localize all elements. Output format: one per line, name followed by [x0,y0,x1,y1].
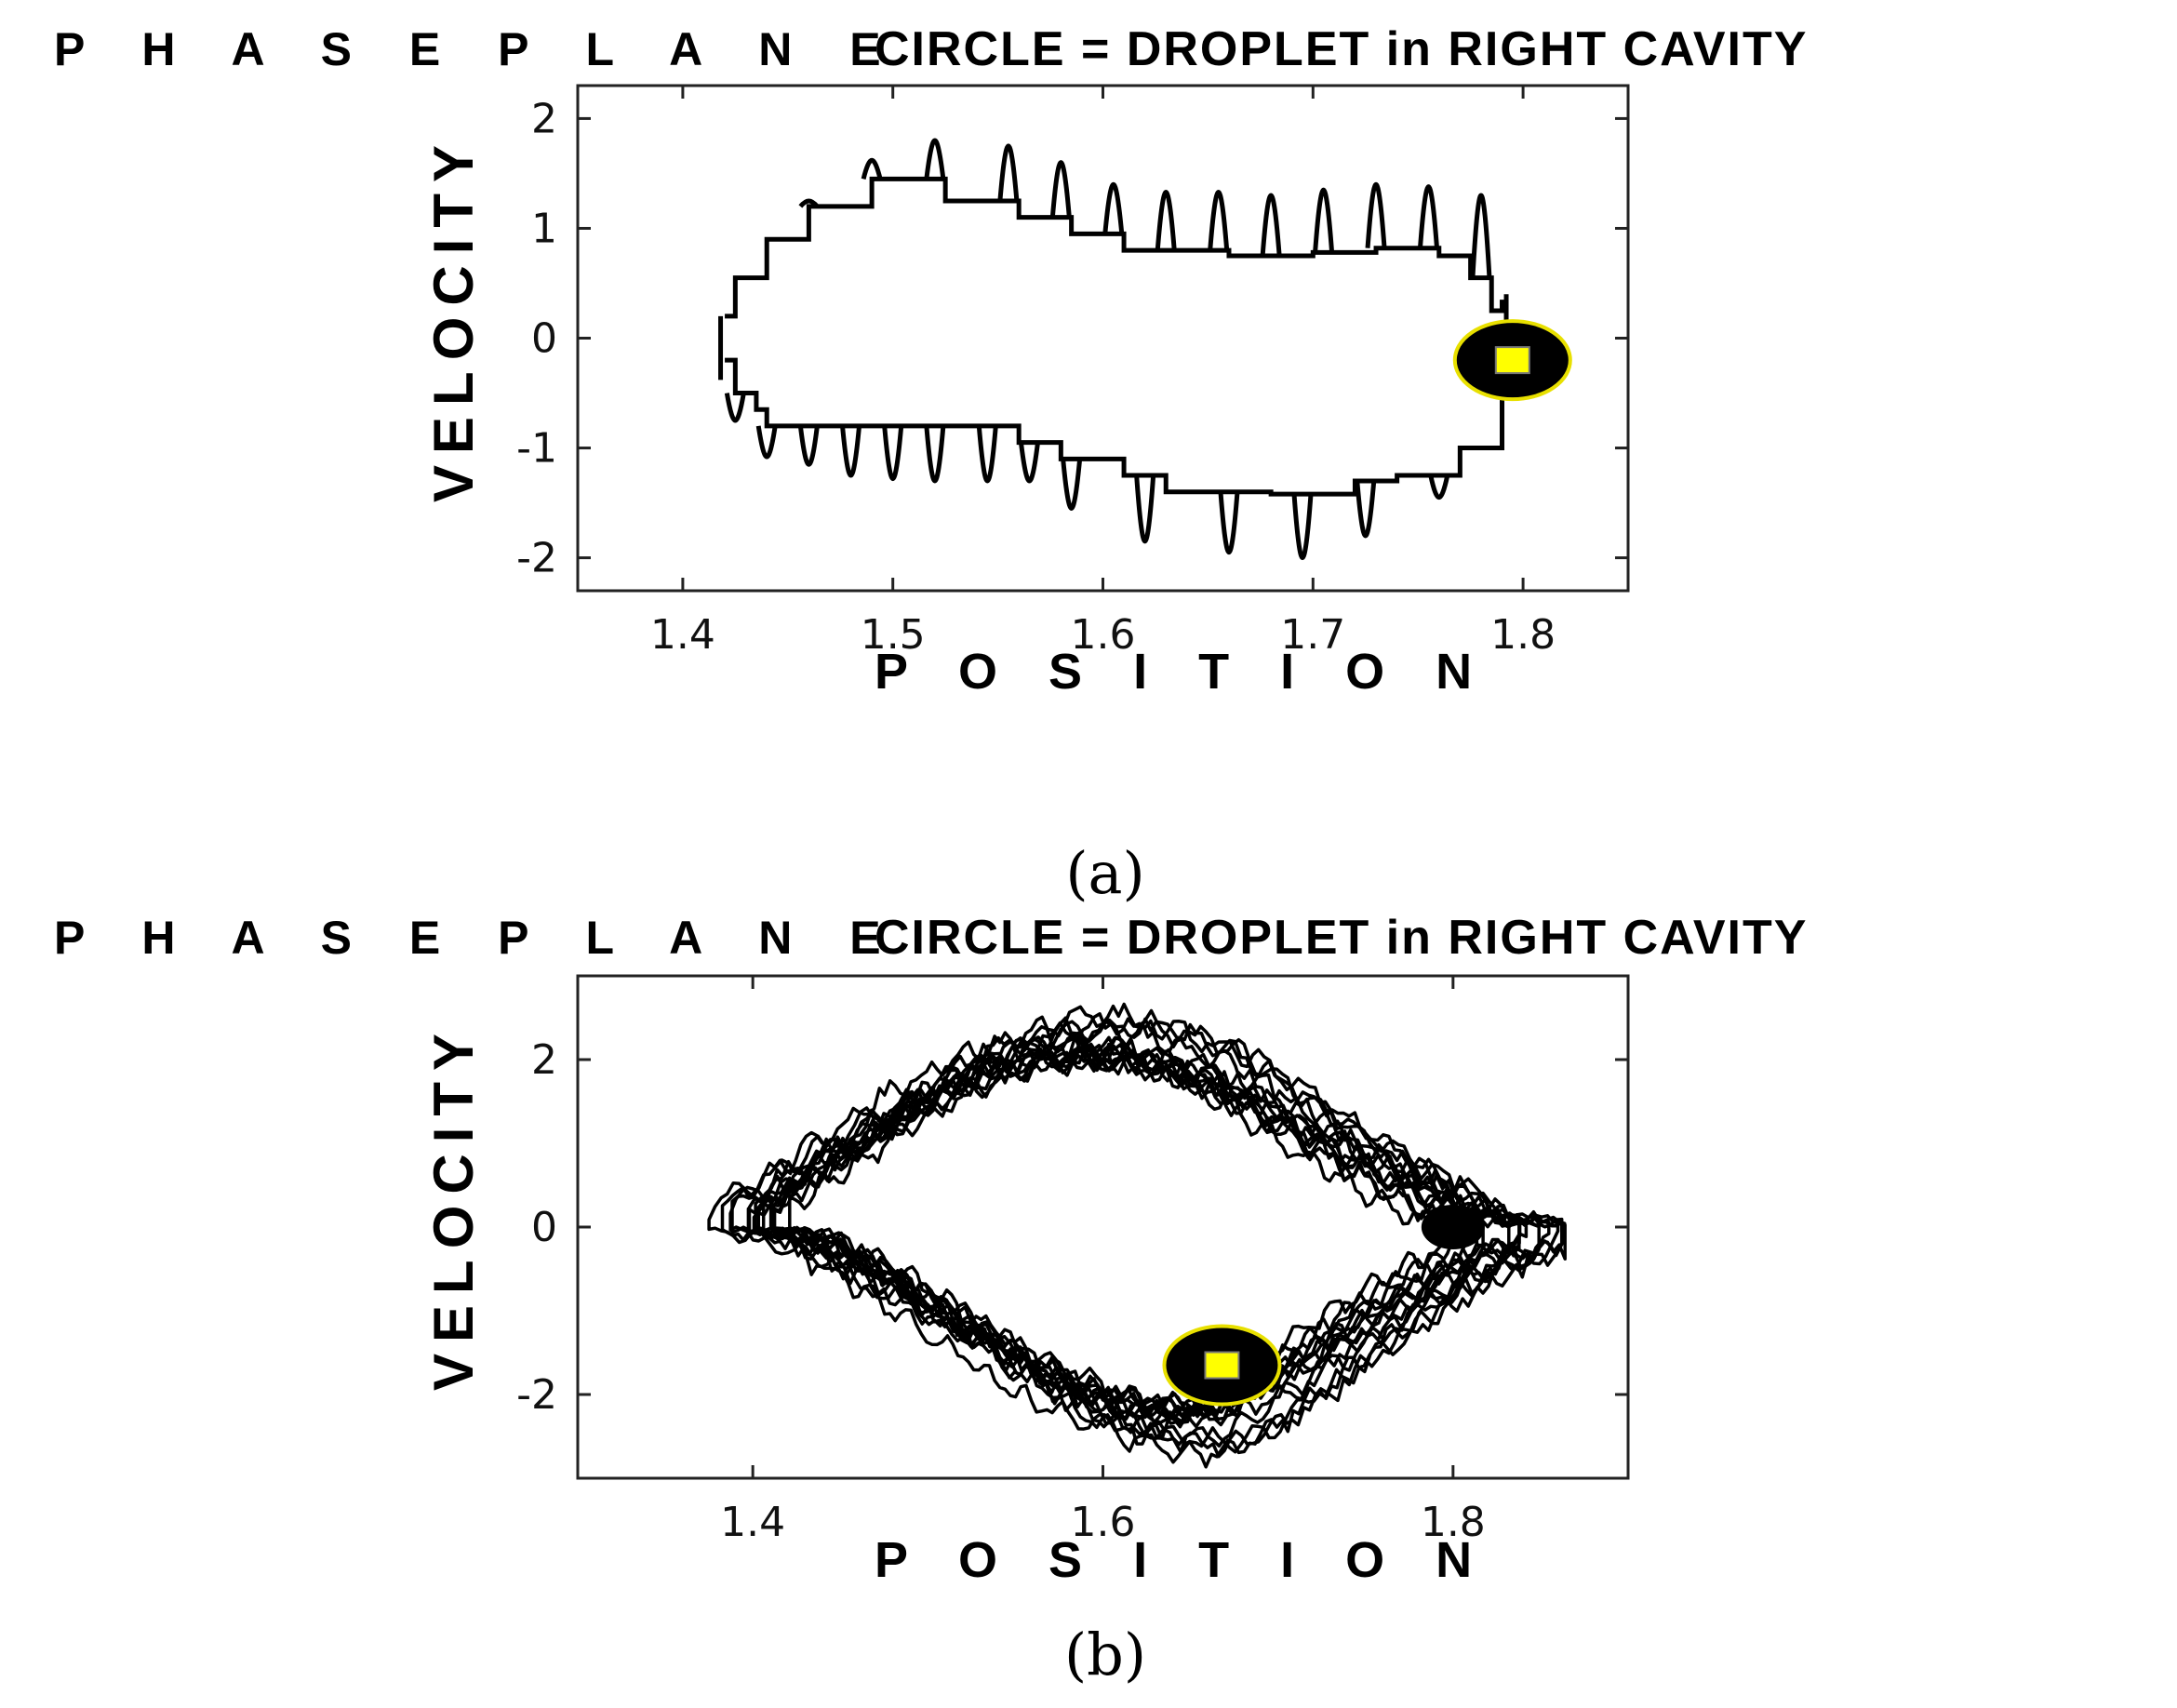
panel-b-y-label: VELOCITY [422,1022,485,1391]
panel-b-orbit [752,1038,1511,1429]
panel-a-lower-spike [882,425,904,482]
panel-a-upper-spike [798,198,820,208]
panel-b-orbit [754,1043,1551,1420]
panel-a: P H A S E P L A N E CIRCLE = DROPLET in … [54,22,1808,907]
panel-a-upper-spike [1417,184,1439,248]
panel-b-subtitle: CIRCLE = DROPLET in RIGHT CAVITY [875,911,1808,965]
panel-a-upper-spike [1313,187,1335,253]
panel-a-upper-spike [1208,190,1230,251]
panel-a-lower-branch [725,357,1516,497]
panel-a-droplet-marker [1494,346,1530,375]
panel-a-y-tick-label: 2 [531,95,557,142]
panel-a-y-tick-label: 1 [531,205,557,252]
panel-b-orbit [788,1042,1479,1419]
panel-b: P H A S E P L A N E CIRCLE = DROPLET in … [54,911,1808,1688]
panel-b-orbit [747,1046,1521,1418]
panel-b-x-tick-label: 1.6 [1071,1499,1136,1546]
panel-a-x-tick-label: 1.8 [1490,611,1556,659]
panel-a-upper-spike [924,138,946,180]
panel-b-orbit [761,1047,1485,1424]
panel-b-orbit [730,1035,1521,1425]
panel-a-y-tick-label: 0 [531,315,557,363]
panel-b-orbit [756,1016,1529,1454]
panel-b-droplet [1162,1324,1282,1407]
panel-a-x-label: P O S I T I O N [875,644,1490,700]
panel-a-lower-spike [1428,474,1450,500]
panel-a-lower-spike [1218,491,1240,555]
panel-a-lower-spike [724,393,746,423]
panel-a-lower-spike [976,425,998,484]
panel-a-upper-spike [861,157,883,180]
panel-a-upper-spike [1365,181,1387,248]
panel-a-x-tick-label: 1.4 [650,611,715,659]
panel-a-upper-spike [1049,160,1072,218]
panel-a-x-tick-label: 1.7 [1280,611,1345,659]
panel-a-lower-spike [924,425,946,484]
panel-a-x-tick-label: 1.6 [1071,611,1136,659]
panel-b-orbit [728,1040,1522,1421]
panel-a-upper-spike [997,143,1020,202]
panel-a-caption: (a) [1065,839,1144,907]
panel-a-droplet [1452,319,1572,402]
panel-b-y-tick-label: 0 [531,1204,557,1251]
panel-a-y-tick-label: -2 [516,535,557,582]
panel-a-trajectory [718,138,1516,561]
panel-a-y-label: VELOCITY [422,134,485,502]
panel-b-x-label: P O S I T I O N [875,1532,1490,1588]
panel-a-upper-spike [1155,190,1177,251]
panel-a-title: P H A S E P L A N E [54,23,903,75]
panel-b-ticks: 1.4 1.6 1.8 -2 0 2 [516,976,1628,1546]
panel-a-lower-spike [797,425,820,467]
panel-a-lower-spike [1018,442,1040,484]
panel-a-subtitle: CIRCLE = DROPLET in RIGHT CAVITY [875,22,1808,76]
panel-a-upper-branch [725,176,1505,319]
panel-a-lower-spike [1134,474,1156,544]
panel-b-caption: (b) [1064,1621,1146,1688]
panel-a-lower-spike [840,425,862,478]
panel-b-x-tick-label: 1.4 [720,1499,785,1546]
panel-a-y-tick-label: -1 [516,425,557,473]
panel-a-upper-spike [1102,181,1125,234]
panel-a-lower-spike [755,425,778,460]
panel-b-trajectory [707,1002,1567,1469]
panel-a-upper-spike [1260,193,1282,257]
panel-b-title: P H A S E P L A N E [54,912,903,964]
panel-b-y-tick-label: -2 [516,1371,557,1419]
panel-b-x-tick-label: 1.8 [1421,1499,1486,1546]
panel-b-y-tick-label: 2 [531,1036,557,1084]
panel-a-upper-spike [1470,193,1492,278]
panel-a-lower-spike [1355,480,1377,539]
panel-a-lower-spike [1061,459,1083,511]
panel-a-lower-spike [1291,493,1314,561]
panel-b-droplet-marker [1204,1351,1240,1380]
panel-b-secondary-blob [1421,1205,1485,1249]
panel-a-x-tick-label: 1.5 [861,611,926,659]
panel-a-ticks: 1.4 1.5 1.6 1.7 1.8 -2 -1 0 1 2 [516,86,1628,659]
